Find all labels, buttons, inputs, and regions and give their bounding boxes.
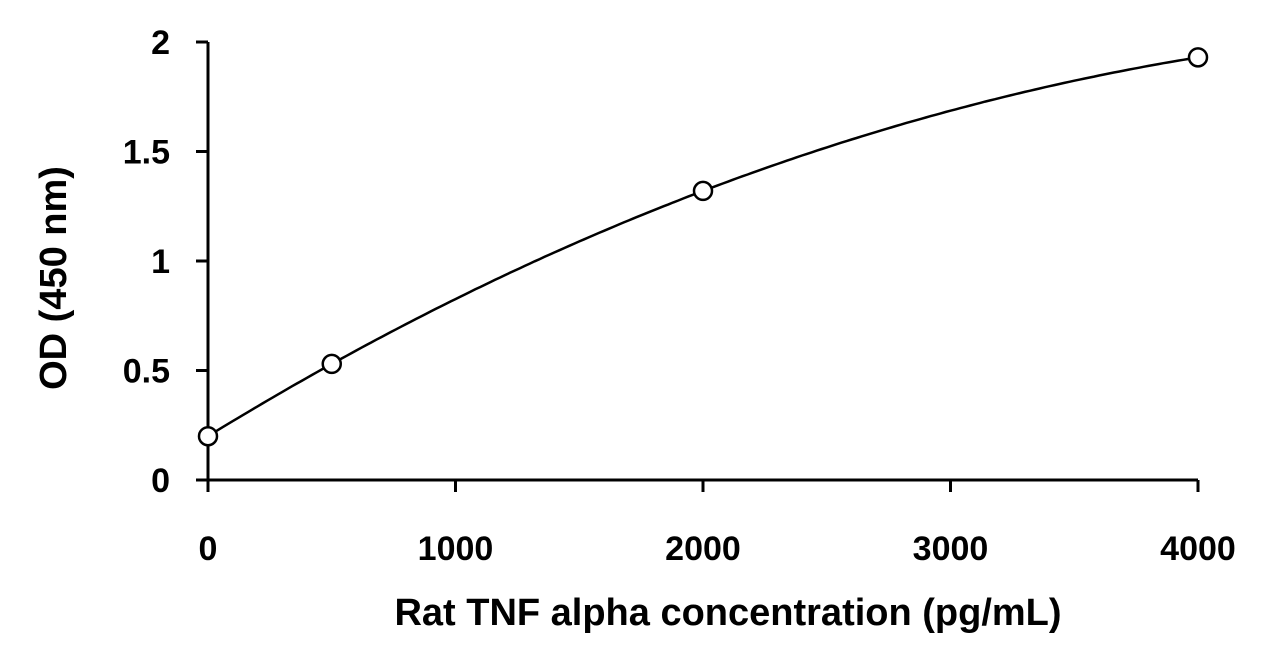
x-tick-label: 2000 (665, 530, 741, 568)
y-axis-label: OD (450 nm) (33, 166, 75, 390)
x-tick-label: 0 (199, 530, 218, 568)
data-point (692, 180, 714, 202)
y-tick-label: 0.5 (123, 353, 170, 391)
y-tick-label: 1 (151, 243, 170, 281)
y-tick-label: 1.5 (123, 134, 170, 172)
y-tick-label: 2 (151, 24, 170, 62)
x-tick-label: 1000 (418, 530, 494, 568)
y-tick-label: 0 (151, 462, 170, 500)
data-point (197, 425, 219, 447)
data-point (1187, 47, 1209, 68)
data-point (321, 353, 342, 375)
x-axis-label: Rat TNF alpha concentration (pg/mL) (394, 592, 1061, 634)
x-tick-label: 3000 (913, 530, 989, 568)
fit-curve (207, 56, 1199, 438)
x-tick-label: 4000 (1160, 530, 1236, 568)
